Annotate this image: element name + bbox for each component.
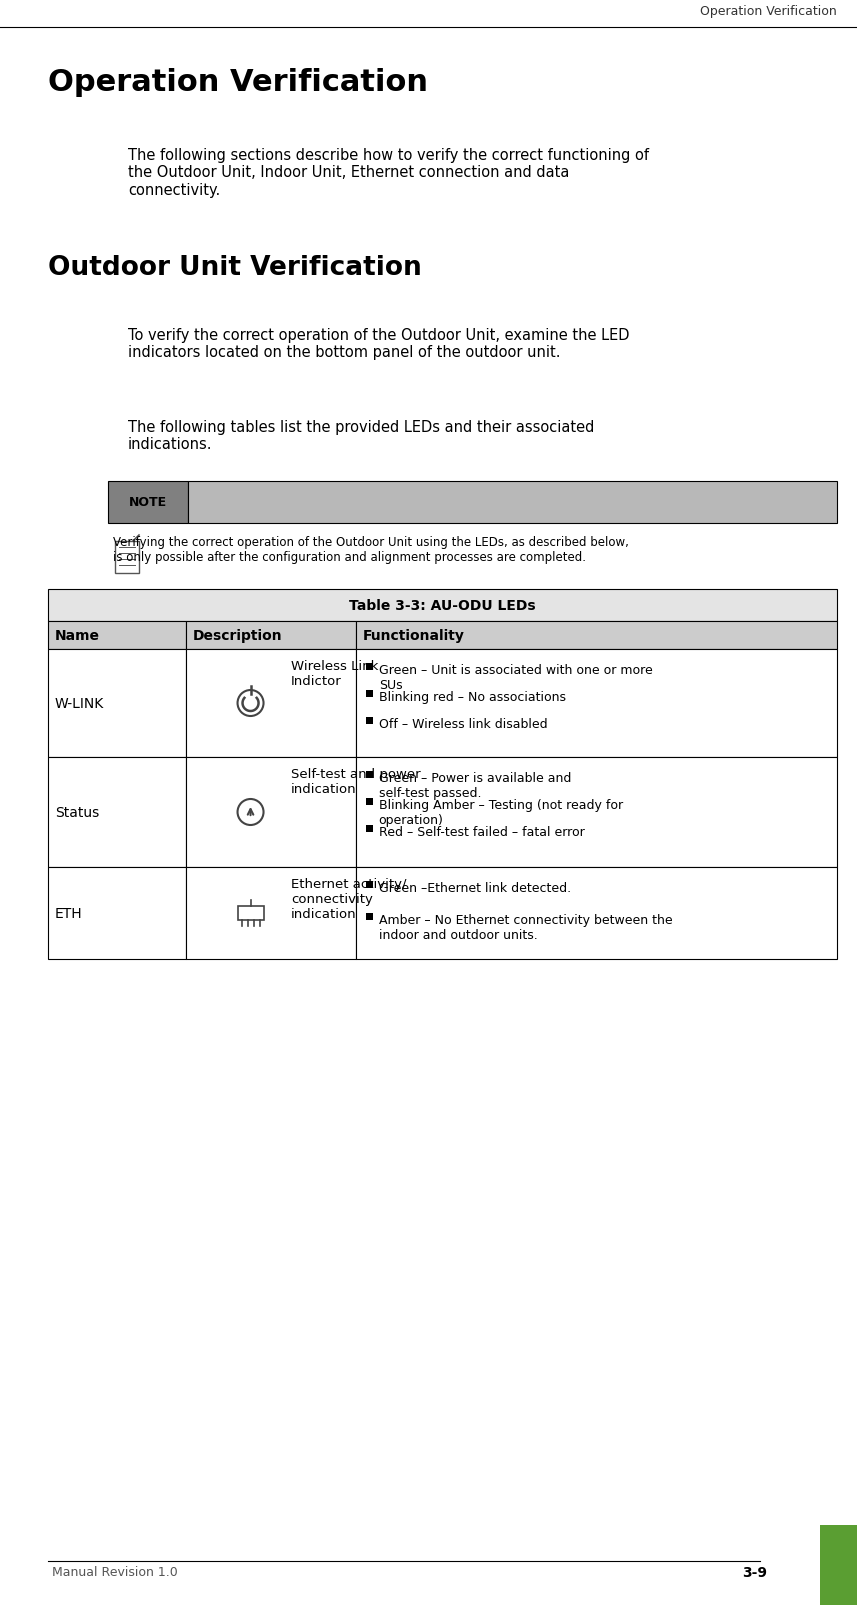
Text: Functionality: Functionality: [363, 629, 464, 642]
Bar: [366, 772, 373, 778]
Bar: [115, 541, 139, 573]
Text: Off – Wireless link disabled: Off – Wireless link disabled: [379, 717, 548, 730]
Text: The following tables list the provided LEDs and their associated
indications.: The following tables list the provided L…: [128, 421, 595, 453]
Text: The following sections describe how to verify the correct functioning of
the Out: The following sections describe how to v…: [128, 148, 649, 197]
Bar: [366, 799, 373, 806]
Text: Operation Verification: Operation Verification: [48, 67, 428, 96]
Text: 3-9: 3-9: [742, 1565, 768, 1579]
Text: Description: Description: [193, 629, 283, 642]
Bar: [108, 482, 188, 523]
Bar: [366, 881, 373, 889]
Text: Outdoor Unit Verification: Outdoor Unit Verification: [48, 255, 422, 281]
Text: Blinking Amber – Testing (not ready for
operation): Blinking Amber – Testing (not ready for …: [379, 799, 623, 827]
Bar: [48, 650, 186, 758]
Bar: [48, 621, 186, 650]
Text: Verifying the correct operation of the Outdoor Unit using the LEDs, as described: Verifying the correct operation of the O…: [113, 536, 629, 563]
Bar: [188, 482, 837, 523]
Bar: [356, 867, 837, 960]
Bar: [48, 758, 186, 867]
Text: Blinking red – No associations: Blinking red – No associations: [379, 690, 566, 703]
Bar: [356, 650, 837, 758]
Bar: [186, 758, 356, 867]
Bar: [366, 690, 373, 698]
Text: Green –Ethernet link detected.: Green –Ethernet link detected.: [379, 881, 571, 894]
Bar: [366, 825, 373, 833]
Text: Green – Unit is associated with one or more
SUs: Green – Unit is associated with one or m…: [379, 663, 652, 692]
Text: Amber – No Ethernet connectivity between the
indoor and outdoor units.: Amber – No Ethernet connectivity between…: [379, 913, 673, 942]
Bar: [48, 589, 837, 621]
Text: Table 3-3: AU-ODU LEDs: Table 3-3: AU-ODU LEDs: [349, 599, 536, 613]
Bar: [356, 758, 837, 867]
Bar: [366, 663, 373, 671]
Text: Self-test and power
indication: Self-test and power indication: [291, 767, 421, 796]
Bar: [186, 867, 356, 960]
Bar: [366, 717, 373, 724]
Text: Operation Verification: Operation Verification: [700, 5, 837, 18]
Text: Status: Status: [55, 806, 99, 820]
Text: Ethernet activity/
connectivity
indication: Ethernet activity/ connectivity indicati…: [291, 878, 407, 920]
Text: NOTE: NOTE: [129, 496, 167, 509]
Bar: [48, 867, 186, 960]
Text: ETH: ETH: [55, 907, 82, 920]
Text: W-LINK: W-LINK: [55, 697, 105, 711]
Text: To verify the correct operation of the Outdoor Unit, examine the LED
indicators : To verify the correct operation of the O…: [128, 327, 630, 360]
Text: Name: Name: [55, 629, 100, 642]
Bar: [186, 621, 356, 650]
Bar: [366, 913, 373, 920]
Text: Red – Self-test failed – fatal error: Red – Self-test failed – fatal error: [379, 825, 584, 838]
Bar: [356, 621, 837, 650]
Bar: [820, 1525, 857, 1605]
Bar: [237, 907, 264, 920]
Text: Wireless Link
Indictor: Wireless Link Indictor: [291, 660, 379, 687]
Text: Manual Revision 1.0: Manual Revision 1.0: [52, 1565, 177, 1578]
Text: Green – Power is available and
self-test passed.: Green – Power is available and self-test…: [379, 772, 571, 799]
Bar: [186, 650, 356, 758]
